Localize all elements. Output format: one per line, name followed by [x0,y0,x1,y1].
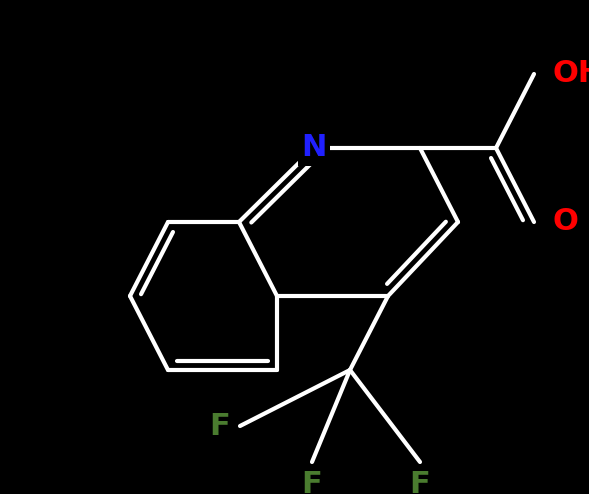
Text: O: O [552,207,578,237]
Text: F: F [209,412,230,441]
Text: N: N [302,133,327,163]
Text: F: F [302,470,322,494]
Text: OH: OH [552,59,589,88]
Text: F: F [409,470,431,494]
